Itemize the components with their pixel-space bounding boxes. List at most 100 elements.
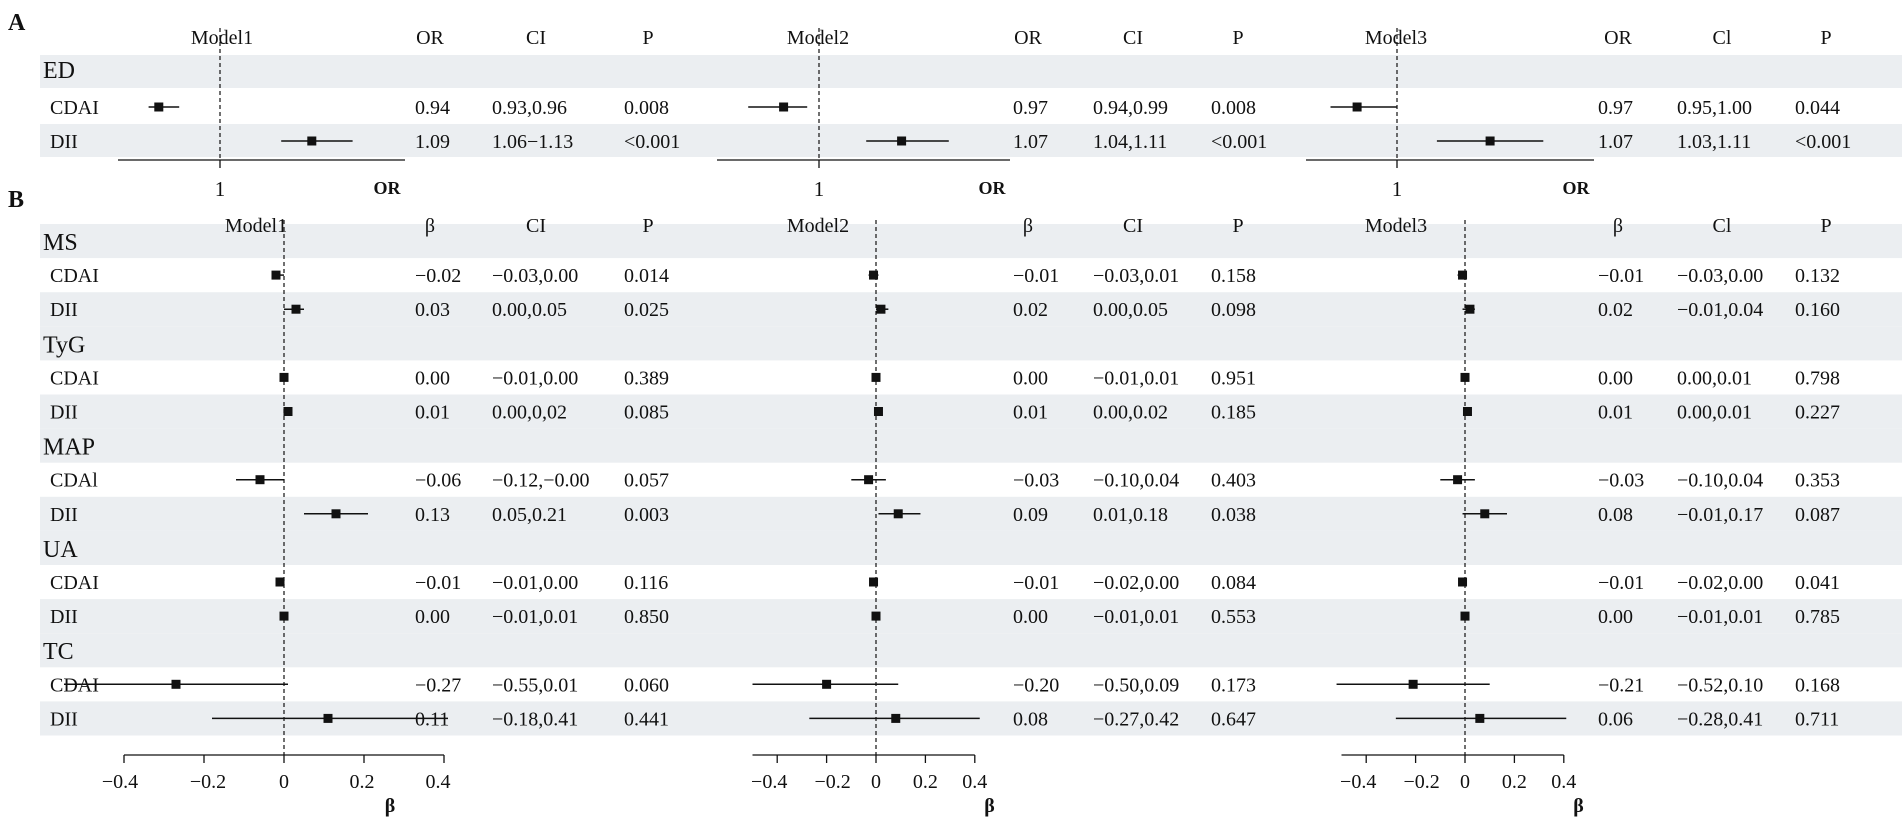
estimate-point-b-1-tyg-cdai (279, 372, 289, 382)
est-value-b-1-map-dii: 0.13 (415, 504, 450, 526)
ci-value-b-2-ua-dii: −0.01,0.01 (1093, 606, 1179, 628)
est-value-b-3-map-cdal: −0.03 (1598, 470, 1644, 492)
ci-value-b-1-ua-cdai: −0.01,0.00 (492, 572, 578, 594)
row-label-a-cdai: CDAI (50, 97, 99, 119)
estimate-point-a-2-cdai (779, 102, 789, 112)
group-band-ua (40, 530, 1902, 565)
ci-value-b-2-tc-cdai: −0.50,0.09 (1093, 674, 1179, 696)
p-value-b-2-ms-cdai: 0.158 (1211, 265, 1256, 287)
p-value-b-1-ms-cdai: 0.014 (624, 265, 669, 287)
est-value-a-3-cdai: 0.97 (1598, 97, 1633, 119)
p-value-a-1-dii: <0.001 (624, 131, 680, 153)
est-header-b-3: β (1613, 215, 1623, 237)
estimate-point-b-3-tyg-cdai (1460, 372, 1470, 382)
estimate-point-b-1-ua-dii (279, 611, 289, 621)
p-value-b-3-ua-dii: 0.785 (1795, 606, 1840, 628)
p-header-b-2: P (1232, 215, 1243, 237)
ci-header-b-2: CI (1123, 215, 1143, 237)
ci-value-b-3-ua-cdai: −0.02,0.00 (1677, 572, 1763, 594)
est-value-a-1-cdai: 0.94 (415, 97, 450, 119)
ci-value-b-1-tyg-dii: 0.00,0,02 (492, 402, 567, 424)
p-value-b-1-tc-dii: 0.441 (624, 708, 669, 730)
ci-header-a-2: CI (1123, 27, 1143, 49)
ci-value-b-1-tyg-cdai: −0.01,0.00 (492, 367, 578, 389)
est-value-b-3-ua-cdai: −0.01 (1598, 572, 1644, 594)
est-value-b-2-ua-cdai: −0.01 (1013, 572, 1059, 594)
est-value-b-2-ms-cdai: −0.01 (1013, 265, 1059, 287)
ci-value-b-2-map-dii: 0.01,0.18 (1093, 504, 1168, 526)
estimate-point-b-2-ua-cdai (869, 577, 879, 587)
est-value-b-1-tyg-dii: 0.01 (415, 402, 450, 424)
est-value-b-1-tc-cdai: −0.27 (415, 674, 461, 696)
row-label-map-cdal: CDAl (50, 470, 98, 492)
ci-value-b-2-map-cdal: −0.10,0.04 (1093, 470, 1179, 492)
ci-value-b-1-ms-dii: 0.00,0.05 (492, 299, 567, 321)
x-tick-label-b-1-4: 0.4 (426, 771, 451, 793)
group-label-tyg: TyG (43, 332, 85, 358)
est-value-b-3-ms-dii: 0.02 (1598, 299, 1633, 321)
estimate-point-b-3-ms-cdai (1458, 270, 1468, 280)
est-value-b-1-tc-dii: 0.11 (415, 708, 449, 730)
est-value-b-1-tyg-cdai: 0.00 (415, 367, 450, 389)
ci-value-b-2-tyg-cdai: −0.01,0.01 (1093, 367, 1179, 389)
ci-value-b-3-map-cdal: −0.10,0.04 (1677, 470, 1763, 492)
x-axis-title-a-1: OR (374, 178, 402, 198)
x-tick-label-b-2-3: 0.2 (913, 771, 938, 793)
est-value-b-1-ms-dii: 0.03 (415, 299, 450, 321)
panel-label-b: B (8, 187, 24, 213)
row-label-ms-cdai: CDAI (50, 265, 99, 287)
ci-value-b-1-ua-dii: −0.01,0.01 (492, 606, 578, 628)
est-value-b-2-tc-dii: 0.08 (1013, 708, 1048, 730)
est-value-b-2-tyg-cdai: 0.00 (1013, 367, 1048, 389)
x-axis-title-a-2: OR (979, 178, 1007, 198)
group-label-tc: TC (43, 639, 74, 665)
estimate-point-b-1-ua-cdai (275, 577, 285, 587)
p-value-b-3-ua-cdai: 0.041 (1795, 572, 1840, 594)
est-value-b-2-tyg-dii: 0.01 (1013, 402, 1048, 424)
p-value-b-2-tyg-cdai: 0.951 (1211, 367, 1256, 389)
group-band-tyg (40, 326, 1902, 361)
estimate-point-b-2-tc-cdai (822, 679, 832, 689)
p-value-a-1-cdai: 0.008 (624, 97, 669, 119)
x-tick-label-b-3-2: 0 (1460, 771, 1470, 793)
row-label-tyg-cdai: CDAI (50, 367, 99, 389)
estimate-point-a-3-cdai (1352, 102, 1362, 112)
ci-header-b-3: Cl (1713, 215, 1732, 237)
est-value-b-2-map-dii: 0.09 (1013, 504, 1048, 526)
estimate-point-b-2-map-dii (893, 509, 903, 519)
p-value-a-3-cdai: 0.044 (1795, 97, 1840, 119)
p-value-b-1-tc-cdai: 0.060 (624, 674, 669, 696)
p-value-b-2-ms-dii: 0.098 (1211, 299, 1256, 321)
ci-header-b-1: CI (526, 215, 546, 237)
x-tick-label-b-2-4: 0.4 (962, 771, 987, 793)
ci-value-b-2-ua-cdai: −0.02,0.00 (1093, 572, 1179, 594)
est-value-b-1-ua-dii: 0.00 (415, 606, 450, 628)
row-label-map-dii: DII (50, 504, 78, 526)
row-label-a-dii: DII (50, 131, 78, 153)
p-header-b-1: P (642, 215, 653, 237)
group-label-map: MAP (43, 435, 95, 461)
p-value-b-1-map-cdal: 0.057 (624, 470, 669, 492)
est-value-b-3-tc-cdai: −0.21 (1598, 674, 1644, 696)
panel-label-a: A (8, 10, 26, 36)
x-tick-label-b-3-3: 0.2 (1502, 771, 1527, 793)
ci-header-a-3: Cl (1713, 27, 1732, 49)
estimate-point-b-2-ua-dii (871, 611, 881, 621)
ci-value-b-2-ms-cdai: −0.03,0.01 (1093, 265, 1179, 287)
p-value-b-2-ua-dii: 0.553 (1211, 606, 1256, 628)
p-value-b-3-tc-cdai: 0.168 (1795, 674, 1840, 696)
estimate-point-b-1-tyg-dii (283, 407, 293, 416)
estimate-point-b-2-tc-dii (891, 713, 901, 723)
p-header-b-3: P (1820, 215, 1831, 237)
est-value-b-3-tc-dii: 0.06 (1598, 708, 1633, 730)
p-value-b-2-map-dii: 0.038 (1211, 504, 1256, 526)
est-value-b-1-ua-cdai: −0.01 (415, 572, 461, 594)
ci-value-b-3-tc-dii: −0.28,0.41 (1677, 708, 1763, 730)
estimate-point-b-3-map-cdai (1453, 475, 1463, 485)
ci-value-b-1-map-dii: 0.05,0.21 (492, 504, 567, 526)
x-tick-label-b-2-2: 0 (871, 771, 881, 793)
est-value-b-3-tyg-cdai: 0.00 (1598, 367, 1633, 389)
estimate-point-b-1-tc-cdai (171, 679, 181, 689)
ci-value-b-1-tc-dii: −0.18,0.41 (492, 708, 578, 730)
est-value-b-3-ms-cdai: −0.01 (1598, 265, 1644, 287)
